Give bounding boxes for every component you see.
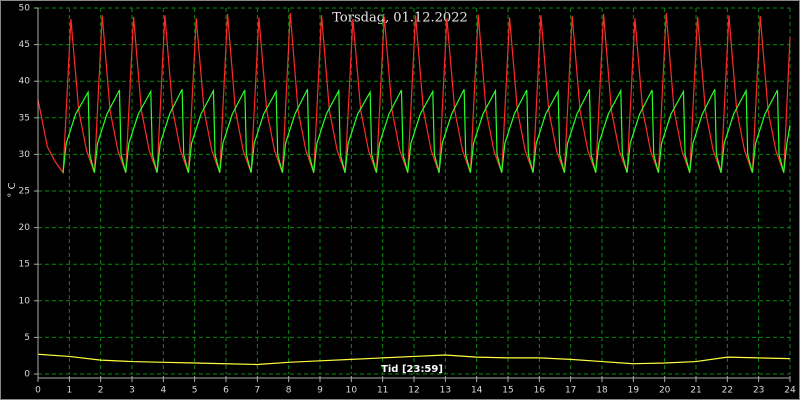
y-tick-label: 50 (19, 4, 31, 14)
x-tick-label: 20 (659, 386, 671, 396)
x-axis-label: Tid [23:59] (381, 364, 443, 375)
y-tick-label: 30 (19, 150, 31, 160)
x-tick-label: 9 (317, 386, 323, 396)
x-tick-label: 12 (408, 386, 419, 396)
x-tick-label: 15 (502, 386, 513, 396)
y-tick-label: 5 (24, 333, 30, 343)
data-line (62, 88, 791, 173)
x-tick-label: 18 (596, 386, 608, 396)
x-tick-label: 22 (722, 386, 733, 396)
x-tick-label: 0 (35, 386, 41, 396)
y-tick-label: 20 (19, 223, 31, 233)
x-tick-label: 16 (534, 386, 546, 396)
x-tick-label: 21 (690, 386, 701, 396)
x-tick-label: 17 (565, 386, 576, 396)
y-tick-label: 35 (19, 113, 30, 123)
x-tick-label: 24 (784, 386, 796, 396)
data-line (37, 13, 791, 175)
y-tick-label: 40 (19, 77, 31, 87)
x-tick-label: 23 (753, 386, 764, 396)
x-tick-label: 8 (286, 386, 292, 396)
x-tick-label: 14 (471, 386, 483, 396)
x-tick-label: 5 (192, 386, 198, 396)
x-tick-label: 10 (346, 386, 358, 396)
y-tick-label: 25 (19, 187, 30, 197)
y-axis-label: ° C (7, 182, 18, 197)
y-tick-label: 10 (19, 296, 31, 306)
x-tick-label: 11 (377, 386, 388, 396)
y-tick-label: 45 (19, 40, 30, 50)
data-line (37, 353, 791, 366)
x-tick-label: 4 (160, 386, 166, 396)
x-tick-label: 3 (129, 386, 135, 396)
x-tick-label: 6 (223, 386, 229, 396)
y-tick-label: 15 (19, 260, 30, 270)
x-tick-label: 7 (254, 386, 260, 396)
y-tick-label: 0 (24, 370, 30, 380)
x-tick-label: 1 (66, 386, 72, 396)
x-tick-label: 2 (98, 386, 104, 396)
chart-title: Torsdag, 01.12.2022 (332, 11, 467, 26)
x-tick-label: 19 (628, 386, 640, 396)
x-tick-label: 13 (440, 386, 451, 396)
